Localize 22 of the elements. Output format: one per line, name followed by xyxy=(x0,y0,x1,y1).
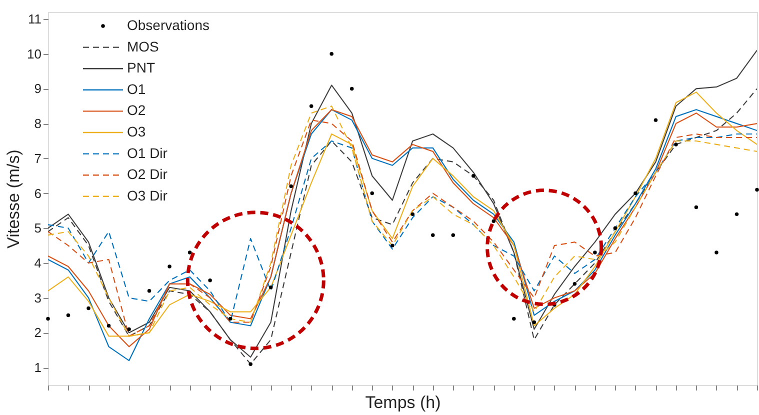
y-tick-label: 2 xyxy=(34,325,42,340)
y-tick-label: 8 xyxy=(34,116,42,132)
legend-label: MOS xyxy=(127,38,159,54)
legend-label: O3 Dir xyxy=(127,187,168,204)
legend-label: PNT xyxy=(127,60,156,76)
legend-label: O2 Dir xyxy=(127,166,168,182)
y-tick-label: 5 xyxy=(34,220,42,236)
legend-label: O2 xyxy=(127,102,146,118)
y-tick-label: 7 xyxy=(34,150,42,166)
y-tick-label: 3 xyxy=(34,290,42,306)
y-tick-label: 4 xyxy=(34,255,42,270)
y-tick-label: 1 xyxy=(34,360,42,376)
x-axis-title: Temps (h) xyxy=(365,393,441,412)
legend-label: O1 Dir xyxy=(127,144,168,161)
y-tick-label: 11 xyxy=(28,11,42,26)
y-tick-label: 6 xyxy=(34,186,42,201)
y-tick-label: 10 xyxy=(27,46,42,62)
legend-label: O1 xyxy=(127,80,146,97)
y-tick-label: 9 xyxy=(34,81,42,96)
y-axis-title: Vitesse (m/s) xyxy=(4,150,24,248)
legend-label: O3 xyxy=(127,124,146,140)
legend-label: Observations xyxy=(127,17,210,33)
